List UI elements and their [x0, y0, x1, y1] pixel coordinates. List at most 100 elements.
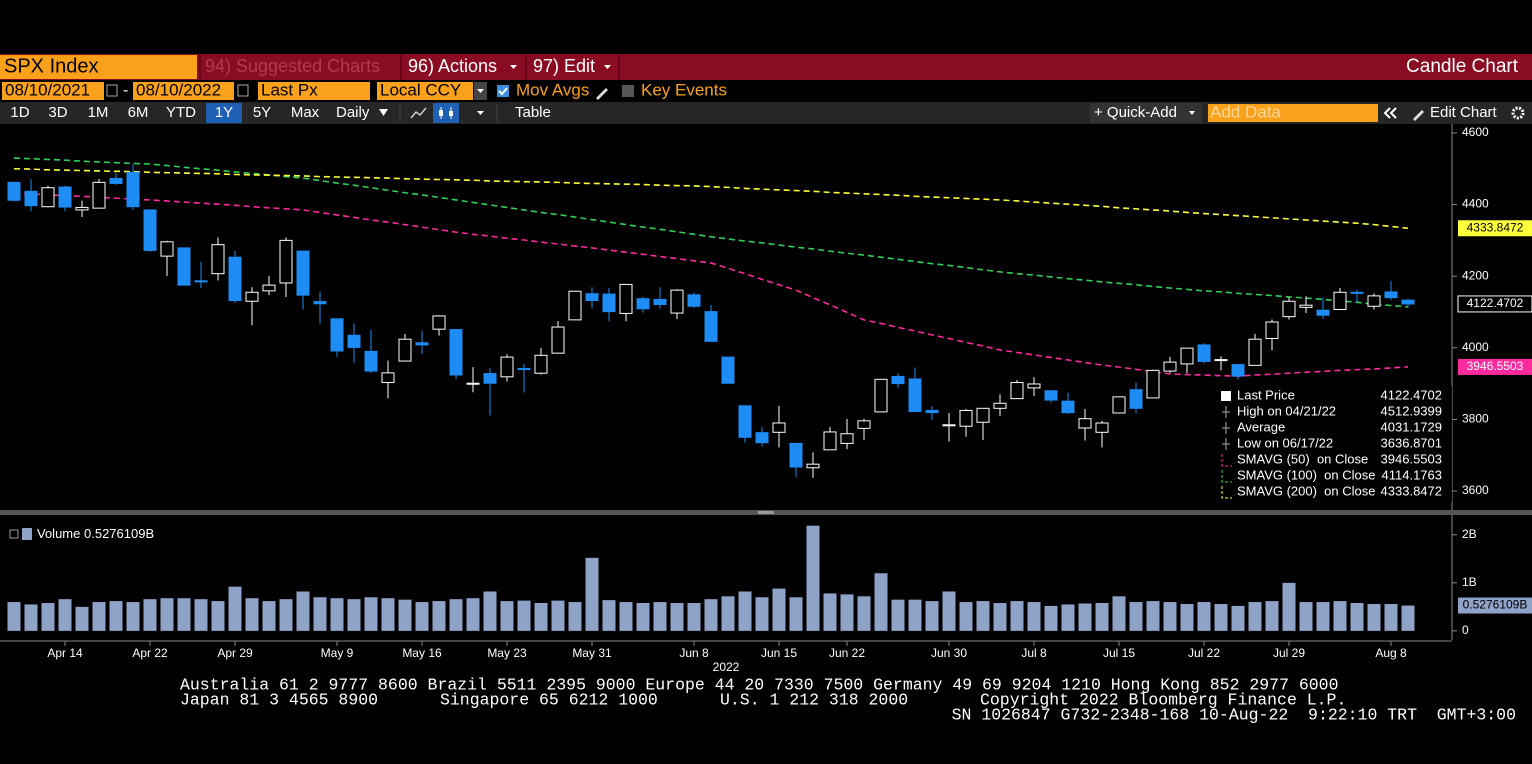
period-button[interactable]: 1M — [88, 104, 109, 121]
volume-bar — [517, 600, 531, 631]
volume-bar — [347, 599, 361, 631]
volume-bar — [1146, 601, 1160, 631]
volume-bar — [959, 602, 973, 631]
period-button[interactable]: YTD — [166, 104, 196, 121]
volume-bar — [619, 602, 633, 631]
candle-body — [1367, 295, 1381, 307]
menu-item[interactable]: 94) Suggested Charts — [205, 56, 380, 76]
ma-badge-bg — [1458, 358, 1532, 375]
period-button[interactable]: 5Y — [253, 104, 271, 121]
dropdown-arrow[interactable] — [477, 111, 484, 115]
volume-bar — [602, 600, 616, 631]
edit-chart[interactable]: Edit Chart — [1430, 104, 1498, 121]
pencil-icon — [1413, 110, 1424, 121]
volume-bar — [1316, 602, 1330, 631]
settings-icon[interactable] — [1511, 106, 1525, 120]
add-data-field[interactable] — [1208, 104, 1378, 122]
volume-bar — [194, 599, 208, 631]
candle-body — [738, 405, 752, 438]
menu-item[interactable]: 97) Edit — [533, 56, 595, 76]
volume-bar — [755, 597, 769, 631]
volume-bar — [143, 599, 157, 631]
period-button[interactable]: 6M — [128, 104, 149, 121]
volume-bar — [1078, 603, 1092, 631]
checkbox[interactable] — [497, 85, 509, 97]
date-field[interactable] — [133, 82, 234, 100]
volume-bar — [1384, 603, 1398, 631]
candle-body — [92, 181, 106, 209]
legend-value: 4122.4702 — [1381, 387, 1442, 402]
candle-body — [211, 244, 225, 275]
collapse-icon[interactable] — [1383, 107, 1397, 119]
candle-body — [160, 241, 174, 257]
legend-icon — [1221, 486, 1232, 499]
volume-bar — [7, 602, 21, 631]
field-select[interactable] — [258, 82, 370, 100]
candle-body — [126, 171, 140, 208]
calendar-icon[interactable] — [237, 84, 249, 97]
volume-bar — [313, 597, 327, 631]
candle-body — [41, 187, 55, 208]
add-data[interactable]: Add Data — [1210, 102, 1281, 121]
candle-body — [687, 294, 701, 307]
volume-bar — [245, 598, 259, 631]
calendar-icon[interactable] — [106, 84, 118, 97]
start-date[interactable]: 08/10/2021 — [5, 80, 90, 99]
candle-body — [1129, 389, 1143, 409]
security[interactable]: SPX Index — [4, 55, 99, 77]
volume-bar — [211, 601, 225, 631]
candle-body — [313, 301, 327, 305]
date-field[interactable] — [2, 82, 104, 100]
y-tick-label: 4600 — [1462, 125, 1489, 139]
currency[interactable]: Local CCY — [380, 80, 461, 99]
menu-item[interactable]: 96) Actions — [408, 56, 497, 76]
candle-icon-bg[interactable] — [433, 103, 459, 123]
period-button[interactable]: 1Y — [215, 104, 233, 121]
mov-avgs[interactable]: Mov Avgs — [516, 80, 589, 99]
dropdown-arrow — [510, 65, 517, 69]
volume-bar — [449, 599, 463, 631]
volume-bar — [976, 601, 990, 631]
volume-bar — [1265, 601, 1279, 631]
key-events[interactable]: Key Events — [641, 80, 727, 99]
period-active[interactable] — [206, 103, 242, 123]
period-button[interactable]: Max — [291, 104, 320, 121]
volume-bar — [109, 601, 123, 631]
currency-select[interactable] — [377, 82, 473, 100]
candle-body — [347, 334, 361, 348]
y-tick-label: 4000 — [1462, 340, 1489, 354]
candle-body — [534, 354, 548, 374]
moving-average — [13, 157, 1409, 308]
checkbox[interactable] — [622, 85, 634, 97]
expand-icon[interactable] — [9, 529, 19, 539]
candle-body — [432, 315, 446, 330]
field[interactable]: Last Px — [261, 80, 318, 99]
volume-last: 0.5276109B — [84, 526, 154, 541]
candle-body — [1265, 321, 1279, 339]
table-button[interactable]: Table — [515, 104, 551, 121]
last-price-badge-bg — [1457, 295, 1532, 313]
x-tick-label: Jul 22 — [1188, 646, 1220, 660]
volume-bar — [1197, 602, 1211, 631]
period-button[interactable]: 1D — [10, 104, 29, 121]
y-tick-label: 4400 — [1462, 197, 1489, 211]
volume-bar — [636, 603, 650, 631]
volume-bar — [126, 602, 140, 631]
quick-add-bg[interactable] — [1090, 103, 1202, 123]
dash: - — [123, 82, 128, 99]
candle-body — [1333, 291, 1347, 310]
period-button[interactable]: 3D — [48, 104, 67, 121]
divider-handle[interactable] — [758, 511, 774, 514]
line-chart-icon[interactable] — [410, 107, 427, 119]
security-field[interactable] — [0, 55, 197, 79]
quick-add[interactable]: + Quick-Add — [1094, 104, 1177, 121]
end-date[interactable]: 08/10/2022 — [136, 80, 221, 99]
frequency[interactable]: Daily — [336, 104, 370, 121]
volume-bar — [857, 596, 871, 631]
footer-line: U.S. 1 212 318 2000 — [720, 690, 908, 709]
last-price-badge: 4122.4702 — [1467, 296, 1524, 310]
x-tick-label: Jun 15 — [761, 646, 797, 660]
x-tick-label: Apr 29 — [217, 646, 253, 660]
pencil-icon[interactable] — [596, 88, 608, 100]
x-tick-label: Jul 8 — [1021, 646, 1047, 660]
